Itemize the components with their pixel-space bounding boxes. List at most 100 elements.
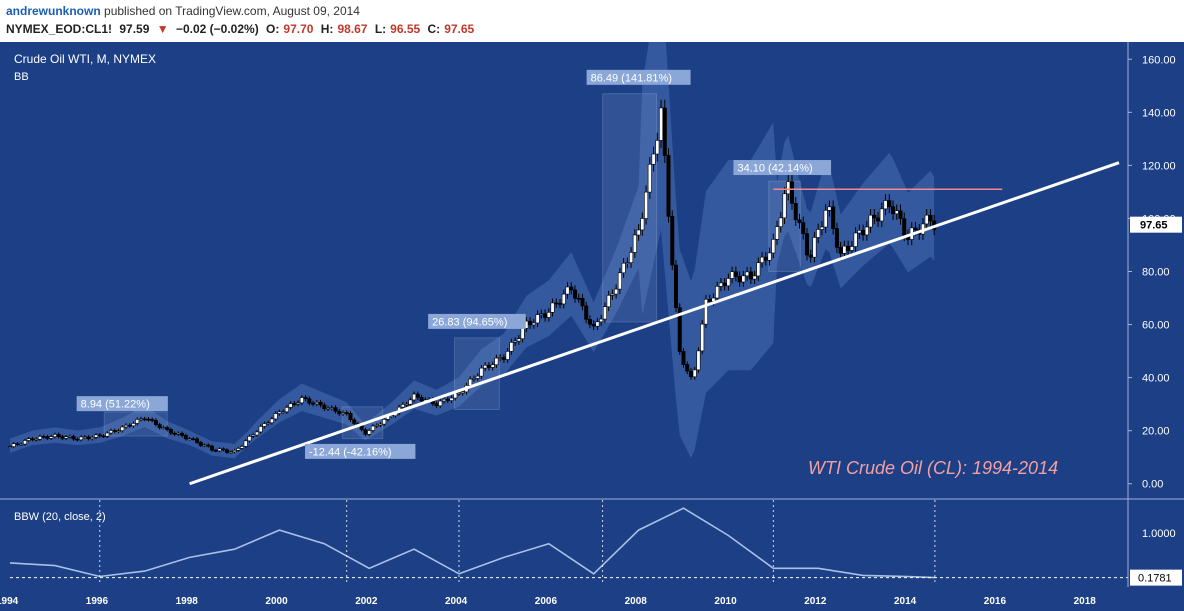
candle[interactable] [438, 400, 443, 407]
candle[interactable] [266, 422, 271, 425]
candle[interactable] [730, 271, 735, 279]
candle[interactable] [831, 206, 836, 229]
candle[interactable] [442, 398, 447, 402]
candle[interactable] [116, 430, 121, 432]
candle[interactable] [165, 427, 170, 430]
candle[interactable] [636, 229, 641, 236]
candle[interactable] [842, 245, 847, 254]
candle[interactable] [112, 430, 117, 432]
candle[interactable] [60, 436, 65, 439]
candle[interactable] [681, 351, 686, 365]
candle[interactable] [288, 403, 293, 408]
candle[interactable] [707, 299, 712, 302]
candle[interactable] [782, 193, 787, 219]
candle[interactable] [760, 256, 765, 263]
candle[interactable] [419, 397, 424, 402]
candle[interactable] [853, 232, 858, 247]
candle[interactable] [326, 407, 331, 410]
candle[interactable] [52, 434, 57, 437]
candle[interactable] [797, 219, 802, 223]
candle[interactable] [79, 436, 84, 441]
candle[interactable] [168, 429, 173, 434]
candle[interactable] [90, 437, 95, 440]
candle[interactable] [475, 375, 480, 379]
candle[interactable] [891, 206, 896, 215]
candle[interactable] [737, 276, 742, 283]
candle[interactable] [471, 378, 476, 380]
candle[interactable] [41, 436, 46, 438]
candle[interactable] [610, 293, 615, 296]
candle[interactable] [558, 303, 563, 305]
candle[interactable] [786, 181, 791, 195]
candle[interactable] [258, 426, 263, 433]
candle[interactable] [180, 432, 185, 436]
candle[interactable] [49, 436, 54, 439]
candle[interactable] [617, 272, 622, 290]
candle[interactable] [808, 254, 813, 258]
candle[interactable] [640, 218, 645, 231]
main-pane[interactable]: 8.94 (51.22%) -12.44 (-42.16%) 26.83 (94.6… [8, 42, 1120, 486]
candle[interactable] [292, 403, 297, 405]
candle[interactable] [82, 436, 87, 439]
candle[interactable] [183, 435, 188, 440]
candle[interactable] [45, 436, 50, 439]
candle[interactable] [528, 320, 533, 326]
candle[interactable] [569, 286, 574, 291]
candle[interactable] [483, 364, 488, 369]
candle[interactable] [572, 289, 577, 299]
candle[interactable] [123, 424, 128, 428]
candle[interactable] [625, 262, 630, 264]
candle[interactable] [733, 271, 738, 277]
candle[interactable] [924, 214, 929, 225]
candle[interactable] [703, 299, 708, 325]
candle[interactable] [281, 411, 286, 414]
chart-area[interactable]: 8.94 (51.22%) -12.44 (-42.16%) 26.83 (94.6… [0, 42, 1184, 611]
candle[interactable] [415, 393, 420, 398]
candle[interactable] [187, 438, 192, 441]
candle[interactable] [804, 233, 809, 256]
candle[interactable] [644, 191, 649, 219]
candle[interactable] [659, 107, 664, 141]
candle[interactable] [225, 449, 230, 453]
candle[interactable] [202, 444, 207, 447]
candle[interactable] [876, 217, 881, 222]
candle[interactable] [22, 440, 27, 445]
candle[interactable] [543, 313, 548, 318]
candle[interactable] [823, 210, 828, 228]
candle[interactable] [299, 397, 304, 404]
candle[interactable] [228, 451, 233, 454]
candle[interactable] [748, 271, 753, 280]
symbol-label[interactable]: NYMEX_EOD:CL1! [6, 22, 113, 36]
candle[interactable] [341, 412, 346, 415]
candle[interactable] [213, 449, 218, 452]
candle[interactable] [872, 214, 877, 219]
candle[interactable] [329, 407, 334, 409]
candle[interactable] [629, 252, 634, 263]
trendline[interactable] [189, 161, 1120, 486]
candle[interactable] [378, 423, 383, 426]
candle[interactable] [239, 446, 244, 449]
candle[interactable] [337, 410, 342, 415]
candle[interactable] [456, 392, 461, 395]
candle[interactable] [647, 163, 652, 193]
candle[interactable] [262, 423, 267, 427]
candle[interactable] [790, 181, 795, 204]
candle[interactable] [97, 434, 102, 437]
candle[interactable] [191, 438, 196, 441]
candle[interactable] [161, 427, 166, 429]
candle[interactable] [928, 214, 933, 222]
candle[interactable] [894, 210, 899, 215]
candle[interactable] [153, 419, 158, 425]
candle[interactable] [449, 397, 454, 401]
candle[interactable] [296, 402, 301, 405]
candle[interactable] [172, 432, 177, 435]
candle[interactable] [247, 435, 252, 442]
candle[interactable] [718, 282, 723, 287]
candle[interactable] [861, 230, 866, 236]
candle[interactable] [150, 419, 155, 421]
candle[interactable] [587, 319, 592, 325]
candle[interactable] [64, 436, 69, 439]
candle[interactable] [531, 322, 536, 326]
candle[interactable] [662, 107, 667, 156]
candle[interactable] [210, 445, 215, 451]
